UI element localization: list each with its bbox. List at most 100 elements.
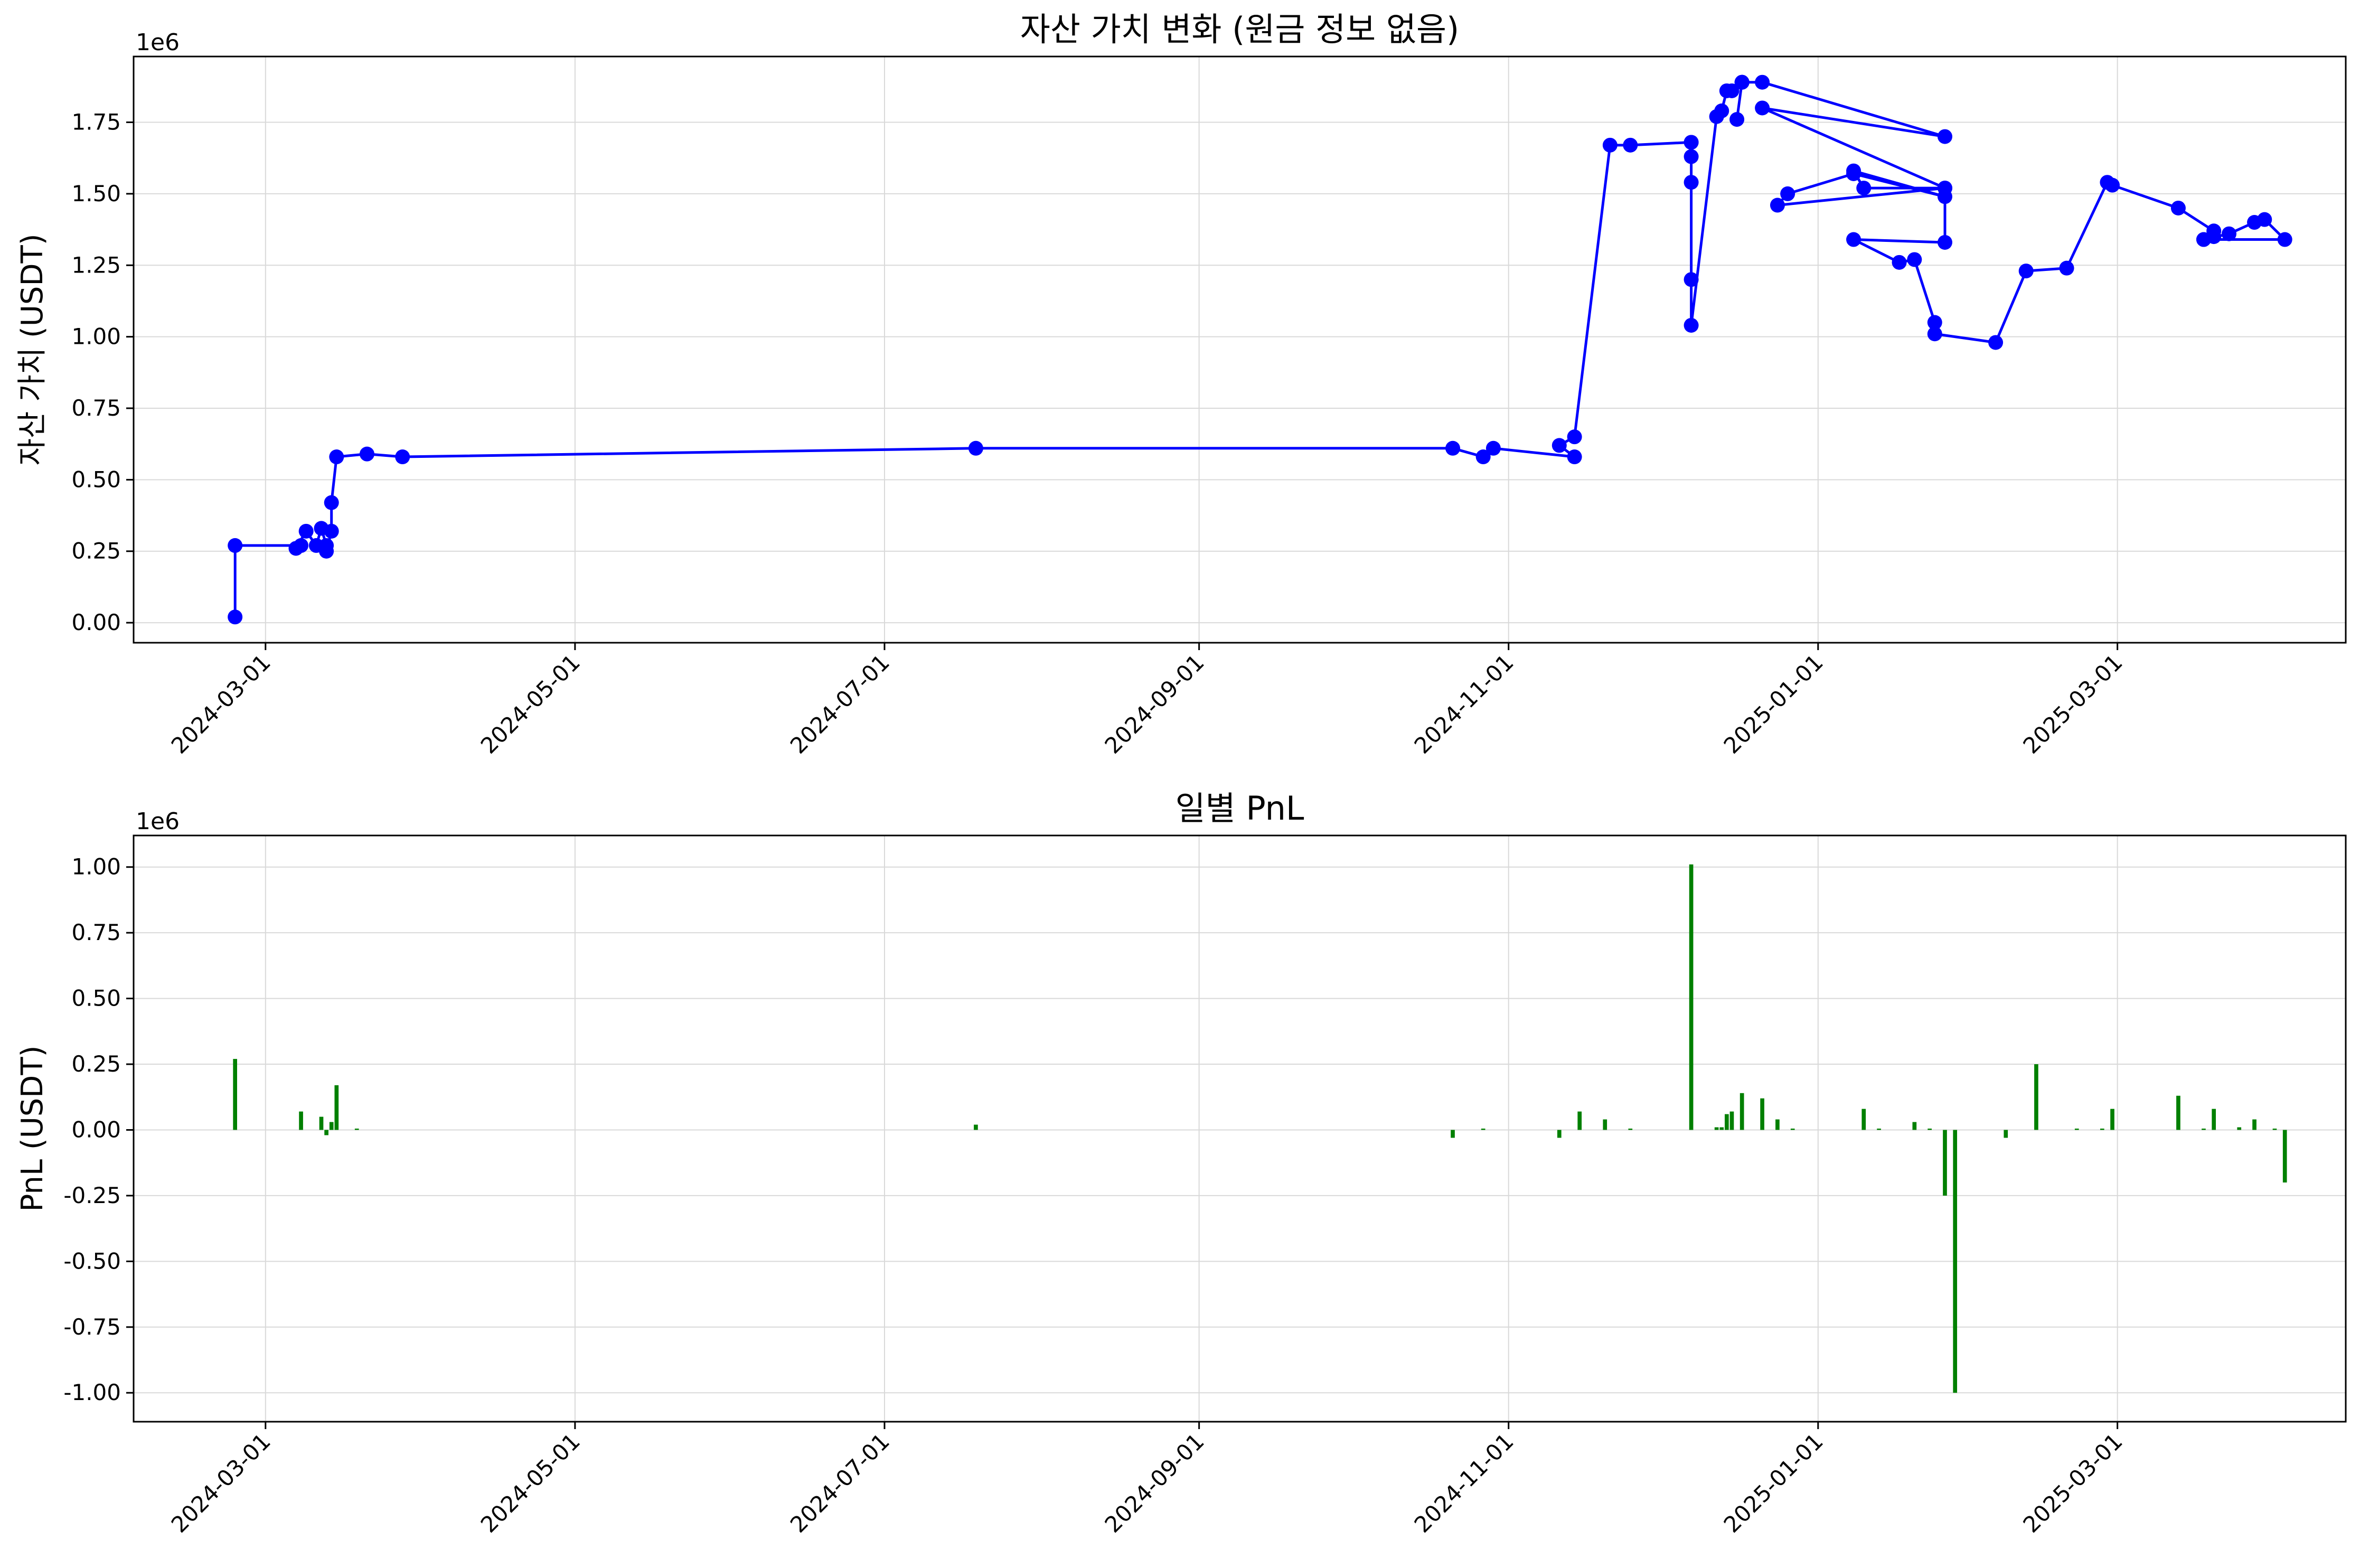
pnl-bar [2272, 1129, 2277, 1130]
asset-value-point [1602, 137, 1618, 153]
pnl-bar [354, 1129, 359, 1130]
y-tick-label: 1.25 [71, 252, 121, 278]
pnl-bar [1689, 864, 1694, 1130]
pnl-bar [1943, 1130, 1947, 1196]
pnl-bar [334, 1085, 339, 1130]
daily-pnl-y-ticks: -1.00 -0.75 -0.50 -0.25 0.00 0.25 0.50 0.75 1.00 [63, 854, 134, 1405]
asset-value-point [2222, 226, 2237, 241]
asset-value-point [359, 446, 374, 462]
pnl-bar [2034, 1064, 2038, 1130]
pnl-bar [1740, 1093, 1744, 1130]
pnl-bar [1729, 1111, 1734, 1130]
pnl-bar [324, 1130, 328, 1135]
asset-value-point [1729, 112, 1745, 127]
asset-value-point [1780, 186, 1795, 201]
asset-value-point [1846, 232, 1861, 247]
pnl-bar [1557, 1130, 1562, 1138]
y-tick-label: 0.00 [71, 1116, 121, 1142]
pnl-bar [1953, 1130, 1958, 1393]
asset-value-point [1684, 317, 1699, 333]
y-tick-label: -0.75 [63, 1314, 121, 1340]
asset-value-point [1714, 103, 1729, 118]
pnl-bar [2074, 1129, 2079, 1130]
asset-value-y-ticks: 0.00 0.25 0.50 0.75 1.00 1.25 1.50 1.75 [71, 109, 134, 635]
y-tick-label: 0.50 [71, 985, 121, 1011]
asset-value-point [1684, 149, 1699, 164]
y-tick-label: -0.50 [63, 1248, 121, 1274]
daily-pnl-chart-title: 일별 PnL [1176, 789, 1304, 828]
daily-pnl-plot-area [233, 864, 2287, 1393]
pnl-bar [1790, 1129, 1795, 1130]
pnl-bar [329, 1122, 334, 1130]
asset-value-point [1907, 252, 1922, 267]
asset-value-point [2257, 212, 2272, 227]
asset-value-point [1623, 137, 1638, 153]
asset-value-point [1567, 429, 1582, 445]
asset-value-point [228, 538, 243, 553]
y-tick-label: 0.25 [71, 538, 121, 564]
asset-value-point [1724, 83, 1740, 98]
pnl-bar [2282, 1130, 2287, 1183]
asset-value-y-offset-label: 1e6 [136, 29, 180, 56]
daily-pnl-y-grid [134, 866, 2346, 1394]
pnl-bar [1912, 1122, 1917, 1130]
asset-value-point [324, 523, 339, 539]
asset-value-point [2196, 232, 2211, 247]
y-tick-label: 1.50 [71, 181, 121, 206]
pnl-bar [1760, 1098, 1764, 1130]
asset-value-point [2059, 260, 2074, 276]
y-tick-label: -1.00 [63, 1379, 121, 1405]
asset-value-point [1684, 272, 1699, 287]
asset-value-plot-area [228, 74, 2292, 625]
asset-value-point [1937, 129, 1952, 144]
asset-value-point [319, 543, 334, 559]
asset-value-point [1856, 181, 1872, 196]
pnl-bar [974, 1124, 978, 1130]
pnl-bar [1775, 1119, 1780, 1130]
asset-value-point [1485, 440, 1501, 456]
pnl-bar [1719, 1127, 1724, 1130]
asset-value-point [1937, 181, 1952, 196]
asset-value-point [1734, 74, 1750, 90]
asset-value-line [233, 81, 2287, 617]
asset-value-point [1988, 335, 2004, 350]
pnl-bar [319, 1116, 324, 1130]
asset-value-point [395, 449, 410, 465]
asset-value-chart-title: 자산 가치 변화 (원금 정보 없음) [1020, 10, 1459, 49]
pnl-bar [1725, 1114, 1729, 1130]
y-tick-label: 0.50 [71, 466, 121, 492]
asset-value-point [1927, 326, 1942, 342]
asset-value-point [288, 541, 304, 556]
asset-value-point [1937, 234, 1952, 250]
daily-pnl-y-offset-label: 1e6 [136, 808, 180, 835]
asset-value-point [329, 449, 344, 465]
asset-value-point [298, 523, 314, 539]
y-tick-label: -0.25 [63, 1182, 121, 1208]
pnl-bar [1861, 1109, 1866, 1130]
y-tick-label: 1.00 [71, 324, 121, 350]
y-tick-label: 0.00 [71, 609, 121, 635]
asset-value-axes-frame [133, 55, 2347, 644]
asset-value-point [2277, 232, 2292, 247]
asset-value-x-grid [265, 57, 2118, 643]
y-tick-label: 0.75 [71, 395, 121, 421]
asset-value-point [1892, 255, 1907, 270]
pnl-bar [1928, 1129, 1932, 1130]
asset-value-point [1552, 438, 1567, 453]
asset-value-y-grid [134, 121, 2346, 624]
pnl-bar [1877, 1129, 1881, 1130]
y-tick-label: 1.00 [71, 854, 121, 880]
pnl-bar [1451, 1130, 1455, 1138]
asset-value-point [1684, 135, 1699, 150]
asset-value-point [1927, 315, 1942, 330]
pnl-bar [2252, 1119, 2256, 1130]
pnl-bar [1714, 1127, 1719, 1130]
pnl-bar [2237, 1127, 2242, 1130]
asset-value-point [2018, 264, 2034, 279]
asset-value-point [1475, 449, 1491, 465]
pnl-bar [1603, 1119, 1607, 1130]
pnl-bar [1481, 1129, 1485, 1130]
asset-value-y-axis-label: 자산 가치 (USDT) [15, 233, 50, 465]
